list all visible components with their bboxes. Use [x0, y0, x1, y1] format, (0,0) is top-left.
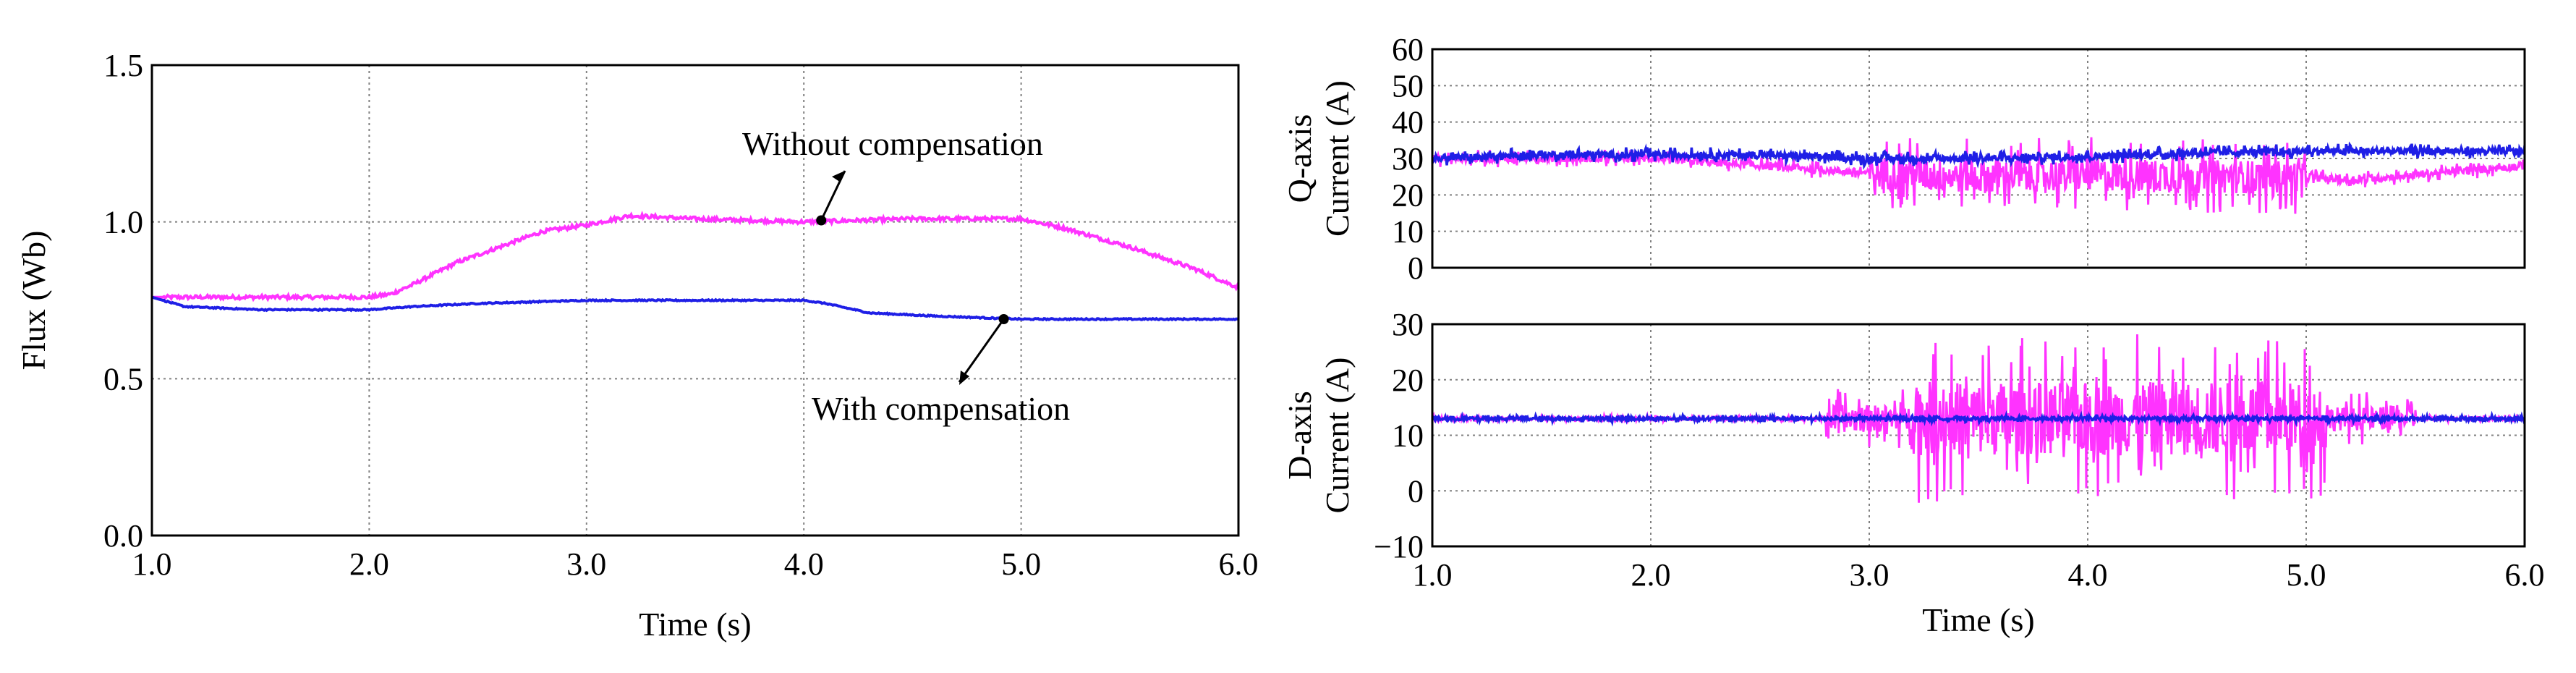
y-axis-label-line1: Q-axis: [1281, 114, 1318, 203]
annotation-dot-without: [816, 215, 827, 226]
y-tick-label: 0: [1408, 250, 1424, 286]
x-tick-label: 6.0: [1219, 546, 1259, 582]
plot-frame: [1431, 48, 2526, 269]
y-tick-label: 1.5: [103, 48, 143, 83]
x-tick-label: 3.0: [1850, 557, 1890, 593]
y-tick-label: 20: [1392, 363, 1424, 398]
y-tick-label: 20: [1392, 177, 1424, 213]
x-axis-label: Time (s): [639, 606, 752, 643]
y-axis-label-line2: Current (A): [1319, 80, 1356, 237]
annotation-dot-with: [998, 314, 1009, 324]
series-line-blue: [1432, 141, 2525, 170]
x-tick-label: 5.0: [2287, 557, 2326, 593]
y-tick-label: 50: [1392, 68, 1424, 103]
grid: [152, 65, 1238, 536]
annotation-arrow-with: [958, 318, 1005, 383]
x-tick-label: 6.0: [2505, 557, 2545, 593]
y-tick-label: 10: [1392, 214, 1424, 250]
y-axis-label: Flux (Wb): [15, 231, 52, 371]
y-axis-label-line2: Current (A): [1319, 357, 1356, 514]
x-tick-label: 1.0: [132, 546, 172, 582]
annotation-without-compensation: Without compensation: [742, 125, 1043, 162]
x-tick-label: 1.0: [1413, 557, 1453, 593]
y-tick-label: 0: [1408, 473, 1424, 509]
y-tick-label: −10: [1374, 529, 1424, 564]
x-tick-label: 2.0: [349, 546, 389, 582]
y-tick-label: 0.0: [103, 518, 143, 554]
flux-chart: 0.0 0.5 1.0 1.5 1.0 2.0 3.0 4.0 5.0 6.0 Flux (Wb) T…: [15, 48, 1259, 643]
annotation-arrowhead-without: [832, 171, 845, 182]
y-tick-label: 10: [1392, 418, 1424, 454]
series-line-with-compensation: [152, 295, 1238, 322]
plot-frame: [150, 64, 1240, 537]
x-tick-label: 4.0: [2068, 557, 2108, 593]
x-tick-label: 5.0: [1001, 546, 1041, 582]
plot-frame: [1431, 323, 2526, 548]
annotation-with-compensation: With compensation: [812, 390, 1070, 427]
x-tick-label: 2.0: [1631, 557, 1671, 593]
y-tick-label: 0.5: [103, 361, 143, 397]
grid: [1432, 324, 2525, 546]
y-tick-label: 30: [1392, 307, 1424, 342]
series-line-blue: [1432, 410, 2525, 428]
y-tick-label: 40: [1392, 105, 1424, 140]
x-tick-label: 3.0: [566, 546, 606, 582]
y-tick-label: 1.0: [103, 205, 143, 240]
y-tick-label: 60: [1392, 32, 1424, 67]
annotation-arrowhead-with: [959, 371, 969, 385]
series-line-without-compensation: [152, 211, 1238, 302]
x-tick-label: 4.0: [784, 546, 824, 582]
y-axis-label-line1: D-axis: [1281, 391, 1318, 480]
x-axis-label: Time (s): [1922, 601, 2035, 638]
d-axis-current-chart: −10 0 10 20 30 1.0 2.0 3.0 4.0 5.0 6.0 D-axis Curren…: [1281, 307, 2545, 638]
y-tick-label: 30: [1392, 141, 1424, 177]
